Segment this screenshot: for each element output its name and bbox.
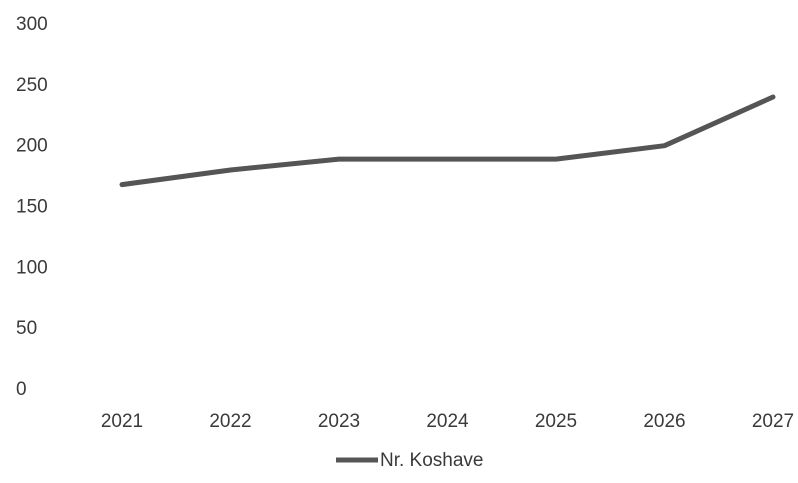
y-tick-label: 250 xyxy=(16,75,48,96)
x-tick-label: 2027 xyxy=(752,411,794,432)
y-tick-label: 50 xyxy=(16,318,37,339)
y-tick-label: 150 xyxy=(16,197,48,218)
x-tick-label: 2025 xyxy=(535,411,577,432)
x-tick-label: 2026 xyxy=(643,411,685,432)
y-tick-label: 100 xyxy=(16,257,48,278)
legend-label: Nr. Koshave xyxy=(380,450,484,471)
series-line xyxy=(119,94,776,188)
x-axis-ticks: 2021 2022 2023 2024 2025 2026 2027 xyxy=(101,411,794,432)
x-tick-label: 2022 xyxy=(209,411,251,432)
y-tick-label: 0 xyxy=(16,379,27,400)
legend: Nr. Koshave xyxy=(336,450,484,471)
x-tick-label: 2023 xyxy=(318,411,360,432)
x-tick-label: 2024 xyxy=(426,411,469,432)
y-axis-ticks: 0 50 100 150 200 250 300 xyxy=(16,14,48,400)
y-tick-label: 300 xyxy=(16,14,48,35)
x-tick-label: 2021 xyxy=(101,411,143,432)
series-layer xyxy=(119,94,776,188)
y-tick-label: 200 xyxy=(16,136,48,157)
